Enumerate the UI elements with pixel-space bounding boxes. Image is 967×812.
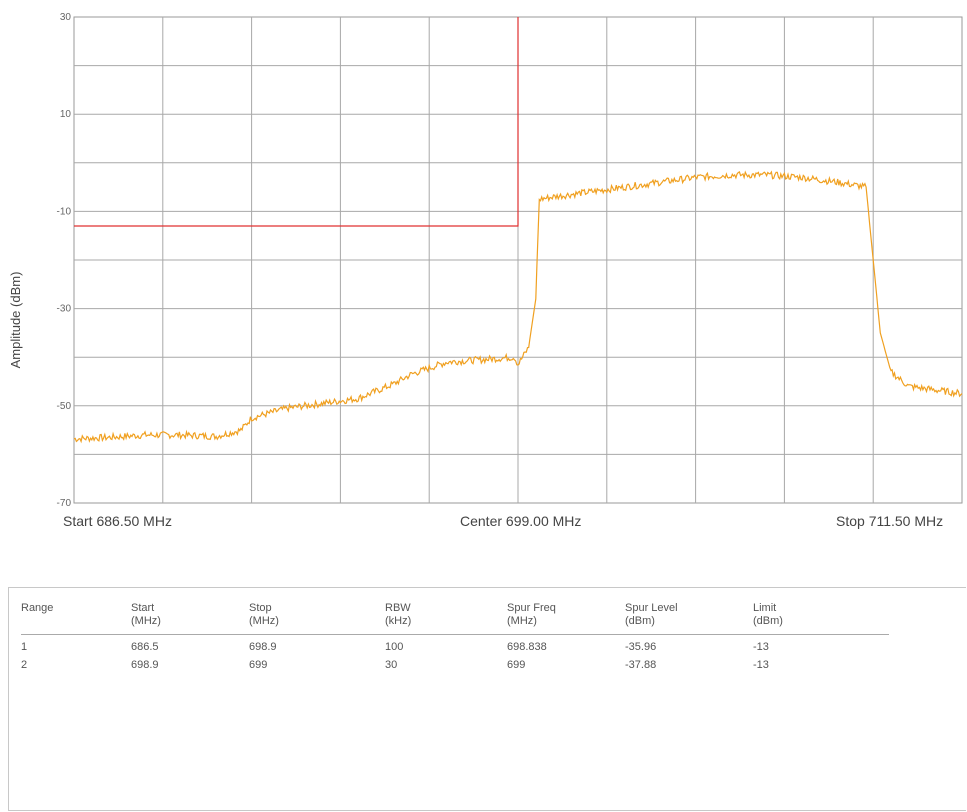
cell-limit: -13 <box>753 659 769 671</box>
col-limit: Limit (dBm) <box>753 602 889 635</box>
spur-results-panel: Range Start (MHz) Stop (MHz) RBW (kHz) Spur… <box>8 587 966 811</box>
cell-spur-level: -37.88 <box>625 659 657 671</box>
y-axis-label: Amplitude (dBm) <box>8 271 23 369</box>
x-label-start: Start 686.50 MHz <box>63 513 172 529</box>
cell-spur-freq: 698.838 <box>507 641 547 653</box>
y-tick-label: -10 <box>57 206 72 217</box>
limit-line <box>74 17 519 227</box>
col-rbw: RBW (kHz) <box>385 602 507 635</box>
spectrum-trace <box>73 170 963 444</box>
y-tick-label: -30 <box>57 304 72 315</box>
col-start: Start (MHz) <box>131 602 249 635</box>
cell-start: 686.5 <box>131 641 159 653</box>
cell-range: 2 <box>21 659 28 671</box>
col-spur-freq: Spur Freq (MHz) <box>507 602 625 635</box>
cell-stop: 699 <box>249 659 268 671</box>
y-tick-label: -50 <box>57 401 72 412</box>
col-range: Range <box>21 602 131 635</box>
y-tick-label: -70 <box>57 498 72 509</box>
x-label-stop: Stop 711.50 MHz <box>836 513 944 529</box>
table-header-row: Range Start (MHz) Stop (MHz) RBW (kHz) Spur… <box>21 602 889 635</box>
table-row: 1 686.5 698.9 100 698.838 -35.96 -13 <box>21 635 889 654</box>
cell-rbw: 30 <box>385 659 398 671</box>
cell-limit: -13 <box>753 641 769 653</box>
cell-start: 698.9 <box>131 659 159 671</box>
cell-spur-level: -35.96 <box>625 641 657 653</box>
y-tick-label: 30 <box>60 12 72 23</box>
cell-spur-freq: 699 <box>507 659 526 671</box>
x-label-center: Center 699.00 MHz <box>460 513 582 529</box>
cell-range: 1 <box>21 641 28 653</box>
y-tick-label: 10 <box>60 109 72 120</box>
cell-stop: 698.9 <box>249 641 277 653</box>
table-row: 2 698.9 699 30 699 -37.88 -13 <box>21 653 889 671</box>
spur-results-table: Range Start (MHz) Stop (MHz) RBW (kHz) Spur… <box>21 602 889 671</box>
spectrum-plot: 30 10 -10 -30 -50 -70 <box>57 12 963 509</box>
col-spur-level: Spur Level (dBm) <box>625 602 753 635</box>
cell-rbw: 100 <box>385 641 404 653</box>
col-stop: Stop (MHz) <box>249 602 385 635</box>
